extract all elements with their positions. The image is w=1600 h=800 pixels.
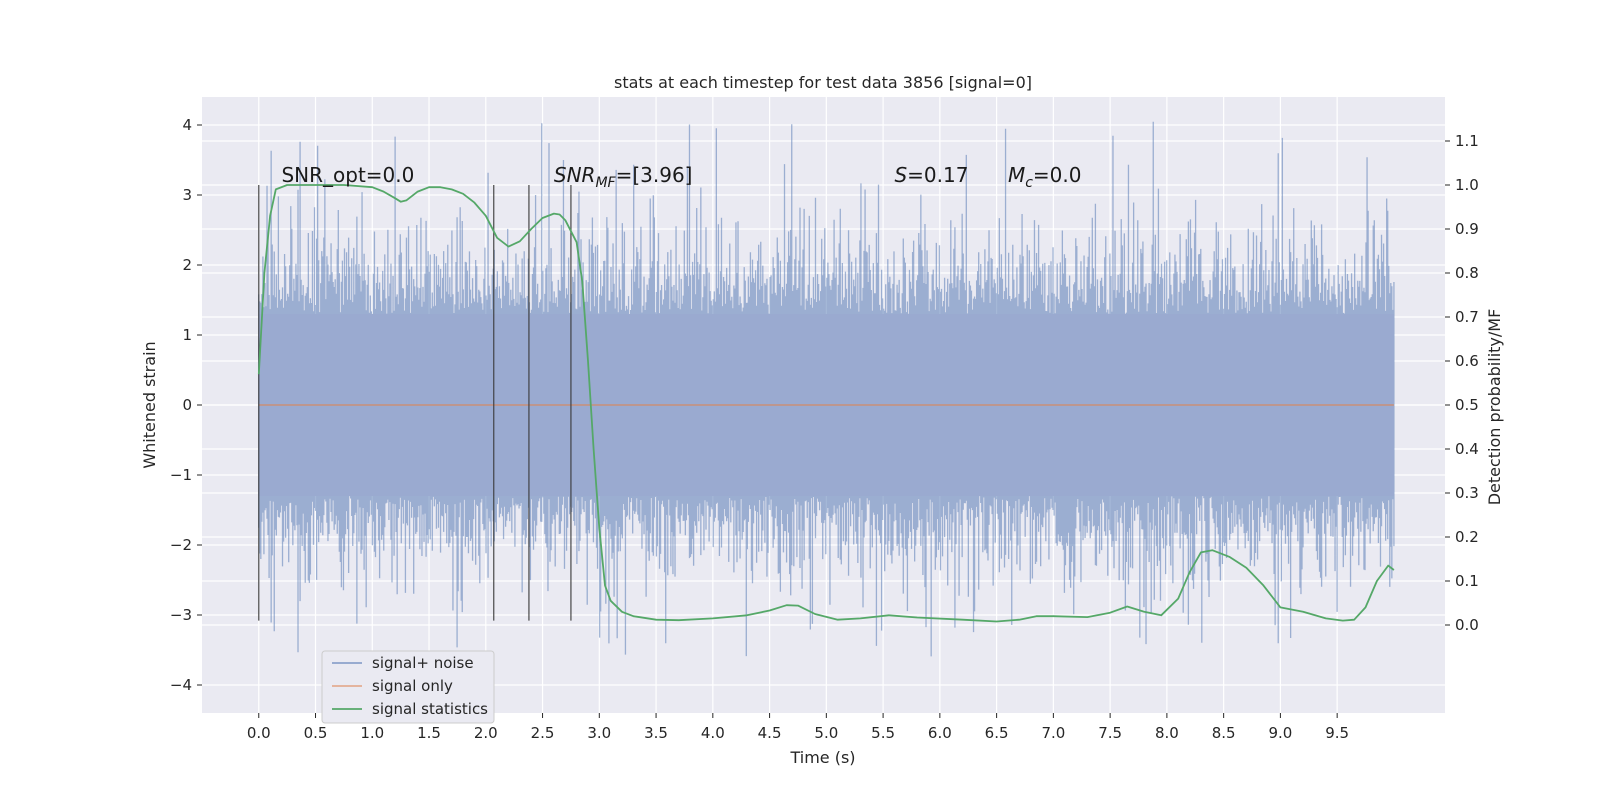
annotation-sub: MF <box>595 175 616 191</box>
y-left-tick-label: −3 <box>170 606 192 624</box>
signal-statistics-series <box>257 184 1395 623</box>
y-right-tick-label: 0.0 <box>1455 616 1479 634</box>
annotation-main: S <box>894 163 907 187</box>
annotation-2: S=0.17 <box>894 163 968 187</box>
legend-label: signal statistics <box>372 700 488 718</box>
annotation-main: M <box>1008 163 1025 187</box>
x-tick-label: 0.0 <box>247 724 271 742</box>
annotation-0: SNR_opt=0.0 <box>281 163 414 187</box>
annotation-sub: c <box>1025 175 1033 191</box>
vertical-marker-lines <box>258 185 572 621</box>
x-tick-label: 7.5 <box>1098 724 1122 742</box>
y-left-tick-label: −4 <box>170 676 192 694</box>
y-left-tick-label: 0 <box>182 396 192 414</box>
x-tick-label: 7.0 <box>1041 724 1065 742</box>
x-tick-label: 2.0 <box>474 724 498 742</box>
y-right-tick-label: 0.9 <box>1455 220 1479 238</box>
y-right-axis-label: Detection probability/MF <box>1485 309 1504 506</box>
annotation-3: Mc=0.0 <box>1008 163 1082 191</box>
y-left-tick-label: 2 <box>182 256 192 274</box>
x-tick-label: 1.0 <box>360 724 384 742</box>
y-right-tick-label: 0.6 <box>1455 352 1479 370</box>
signal-statistics-line <box>257 184 1395 623</box>
y-right-tick-label: 1.1 <box>1455 132 1479 150</box>
annotation-rest: =[3.96] <box>616 163 693 187</box>
x-tick-label: 2.5 <box>531 724 555 742</box>
y-left-tick-label: 4 <box>182 116 192 134</box>
annotation-rest: =0.17 <box>907 163 968 187</box>
y-right-tick-label: 0.8 <box>1455 264 1479 282</box>
x-tick-label: 3.0 <box>587 724 611 742</box>
y-right-tick-label: 0.7 <box>1455 308 1479 326</box>
x-tick-label: 4.0 <box>701 724 725 742</box>
chart-title: stats at each timestep for test data 385… <box>614 73 1032 92</box>
x-tick-label: 8.5 <box>1212 724 1236 742</box>
x-tick-label: 5.5 <box>871 724 895 742</box>
x-tick-label: 4.5 <box>758 724 782 742</box>
legend-box <box>321 650 495 724</box>
annotations: SNR_opt=0.0 SNRMF=[3.96] S=0.17 Mc=0.0 <box>281 163 1081 191</box>
y-right-tick-label: 1.0 <box>1455 176 1479 194</box>
y-right-tick-label: 0.4 <box>1455 440 1479 458</box>
annotation-1: SNRMF=[3.96] <box>554 163 693 191</box>
x-tick-label: 5.0 <box>814 724 838 742</box>
x-axis-label: Time (s) <box>789 748 855 767</box>
x-tick-label: 8.0 <box>1155 724 1179 742</box>
x-tick-label: 9.0 <box>1268 724 1292 742</box>
y-left-tick-label: −2 <box>170 536 192 554</box>
legend: signal+ noise signal only signal statistic… <box>321 650 495 724</box>
x-tick-label: 6.5 <box>985 724 1009 742</box>
y-right-tick-label: 0.1 <box>1455 572 1479 590</box>
legend-label: signal only <box>372 677 453 695</box>
annotation-rest: =0.0 <box>1033 163 1082 187</box>
x-tick-label: 3.5 <box>644 724 668 742</box>
y-right-tick-label: 0.2 <box>1455 528 1479 546</box>
annotation-main: SNR <box>554 163 596 187</box>
x-tick-label: 1.5 <box>417 724 441 742</box>
y-left-tick-label: 1 <box>182 326 192 344</box>
legend-label: signal+ noise <box>372 654 474 672</box>
y-right-tick-label: 0.3 <box>1455 484 1479 502</box>
x-axis-ticks: 0.0 0.5 1.0 1.5 2.0 2.5 3.0 3.5 4.0 4.5 5.0 5.5 6.0 6… <box>247 713 1349 742</box>
y-right-axis-ticks: 0.0 0.1 0.2 0.3 0.4 0.5 0.6 0.7 0.8 0.9 1.0 1.1 <box>1445 132 1479 634</box>
x-tick-label: 0.5 <box>304 724 328 742</box>
x-tick-label: 6.0 <box>928 724 952 742</box>
y-left-tick-label: 3 <box>182 186 192 204</box>
x-tick-label: 9.5 <box>1325 724 1349 742</box>
annotation-main: SNR_opt=0.0 <box>281 163 414 187</box>
y-right-tick-label: 0.5 <box>1455 396 1479 414</box>
y-left-axis-label: Whitened strain <box>140 341 159 468</box>
y-left-tick-label: −1 <box>170 466 192 484</box>
y-left-axis-ticks: −4 −3 −2 −1 0 1 2 3 4 <box>170 116 202 694</box>
